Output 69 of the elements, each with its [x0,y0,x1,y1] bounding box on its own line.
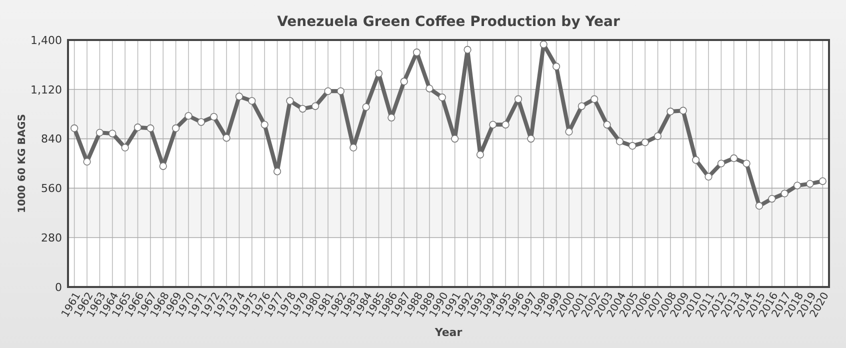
point [70,124,78,132]
y-tick-label: 280 [41,231,62,244]
point [666,108,674,116]
point [96,128,104,136]
point [260,120,268,128]
y-tick-label: 1,120 [30,83,62,96]
point [121,144,129,152]
point [590,95,598,103]
point [197,118,205,126]
point [312,102,320,110]
point [641,138,649,146]
point [210,112,218,121]
point [451,135,459,143]
point [248,97,256,105]
point [628,142,636,150]
point [350,144,358,152]
point [717,160,725,168]
point [704,172,712,181]
point [172,124,180,132]
point [527,135,535,143]
chart-title: Venezuela Green Coffee Production by Year [277,14,620,30]
point [400,78,408,86]
point [489,120,497,128]
point [286,97,294,105]
point [464,46,472,54]
point [502,120,510,128]
x-axis-title: Year [434,326,463,339]
point [603,120,611,128]
point [514,95,522,103]
point [273,168,282,176]
y-tick-label: 560 [41,182,62,196]
point [374,70,383,78]
point [578,102,586,110]
point [159,162,167,170]
y-tick-label: 840 [41,132,62,146]
point [780,190,788,198]
point [388,114,396,122]
point [146,124,154,132]
point [222,134,230,142]
point [768,194,776,203]
y-axis-title: 1000 60 KG BAGS [17,114,28,213]
y-tick-label: 0 [55,280,62,294]
point [83,158,91,166]
point [755,202,764,210]
point [438,94,446,102]
point [692,156,700,164]
point [806,180,814,188]
point [730,154,738,162]
point [818,177,826,185]
point [298,105,306,113]
point [426,84,434,92]
point [235,92,244,100]
point [565,128,573,136]
point [742,160,750,168]
point [540,40,548,48]
point [793,182,802,190]
point [184,112,192,120]
y-tick-label: 1,400 [30,34,62,47]
point [362,103,370,111]
point [552,62,560,70]
point [412,48,421,56]
point [324,87,332,95]
point [336,87,344,95]
point [654,132,662,140]
point [616,138,624,146]
point [679,106,687,114]
point [108,130,116,138]
point [476,150,484,158]
point [134,124,142,132]
